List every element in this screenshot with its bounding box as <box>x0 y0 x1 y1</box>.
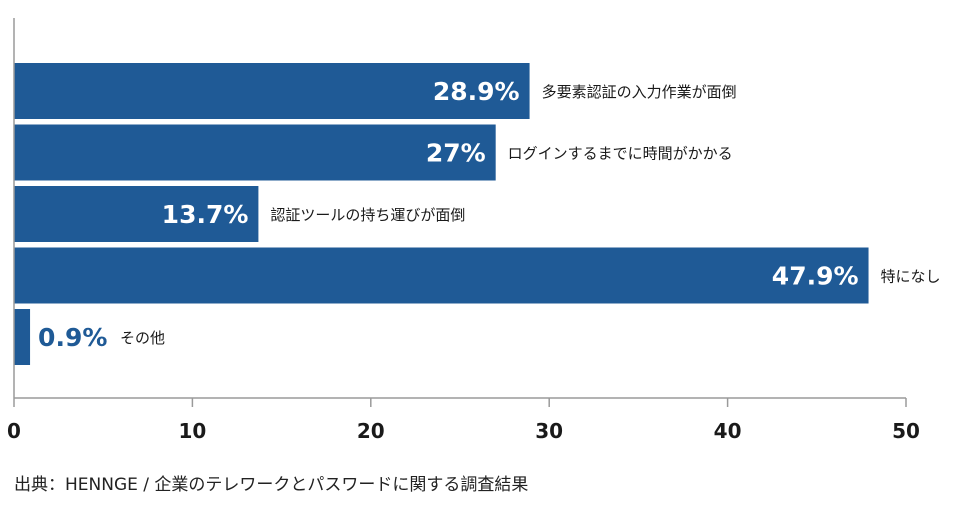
x-tick-label-1: 10 <box>178 419 206 443</box>
bar-4 <box>14 309 31 365</box>
category-label-0: 多要素認証の入力作業が面倒 <box>542 83 737 101</box>
source-note: 出典：HENNGE / 企業のテレワークとパスワードに関する調査結果 <box>14 475 529 495</box>
bar-chart: 28.9% 多要素認証の入力作業が面倒 27% ログインするまでに時間がかかる 13.7… <box>7 18 941 443</box>
value-label-2: 13.7% <box>162 200 249 229</box>
x-axis: 0 10 20 30 40 50 <box>7 18 920 443</box>
category-label-2: 認証ツールの持ち運びが面倒 <box>270 206 465 224</box>
bars-layer: 28.9% 多要素認証の入力作業が面倒 27% ログインするまでに時間がかかる 13.7… <box>14 63 941 365</box>
value-label-4: 0.9% <box>38 323 107 352</box>
category-label-3: 特になし <box>881 268 941 286</box>
value-label-3: 47.9% <box>772 262 859 291</box>
bar-0 <box>14 63 530 119</box>
value-label-0: 28.9% <box>433 77 520 106</box>
bar-3 <box>14 247 869 304</box>
x-tick-label-3: 30 <box>535 419 563 443</box>
category-label-4: その他 <box>120 329 165 347</box>
value-label-1: 27% <box>426 139 486 168</box>
x-tick-label-0: 0 <box>7 419 21 443</box>
bar-1 <box>14 124 496 181</box>
category-label-1: ログインするまでに時間がかかる <box>508 145 733 163</box>
x-tick-label-4: 40 <box>714 419 742 443</box>
x-tick-label-5: 50 <box>892 419 920 443</box>
bar-2 <box>14 186 259 242</box>
x-tick-label-2: 20 <box>357 419 385 443</box>
